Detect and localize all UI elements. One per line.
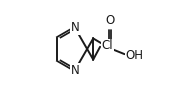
Text: O: O	[105, 14, 114, 27]
Text: N: N	[71, 64, 79, 77]
Text: OH: OH	[126, 49, 143, 62]
Text: N: N	[71, 21, 79, 34]
Text: Cl: Cl	[102, 39, 113, 52]
